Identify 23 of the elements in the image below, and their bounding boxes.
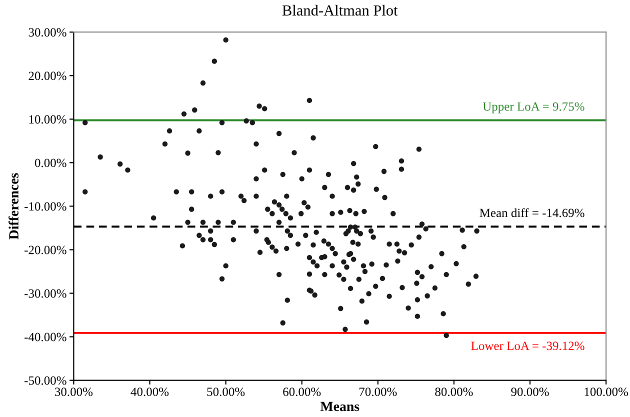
- y-tick-label: -10.00%: [24, 202, 66, 211]
- x-tick-label: 100.00%: [584, 388, 628, 396]
- x-tick-label: 70.00%: [359, 388, 397, 396]
- x-axis-title: Means: [320, 402, 360, 412]
- x-tick-label: 80.00%: [435, 388, 473, 396]
- x-tick-label: 40.00%: [130, 388, 169, 396]
- y-tick-label: 20.00%: [28, 72, 66, 80]
- y-axis-title: Differences: [8, 173, 18, 240]
- y-tick-label: -40.00%: [24, 332, 66, 342]
- y-tick-label: 10.00%: [29, 115, 66, 124]
- y-tick-label: -20.00%: [24, 246, 66, 254]
- x-tick-label: 30.00%: [55, 388, 93, 396]
- y-tick-label: 30.00%: [28, 28, 66, 37]
- chart-title: Bland-Altman Plot: [282, 4, 398, 16]
- y-tick-label: -50.00%: [24, 376, 66, 385]
- y-tick-label: 0.00%: [34, 158, 66, 168]
- x-tick-label: 50.00%: [207, 388, 245, 396]
- y-tick-label: -30.00%: [24, 289, 66, 298]
- x-tick-label: 90.00%: [511, 388, 549, 396]
- ref-line-label: Mean diff = -14.69%: [480, 208, 584, 218]
- ref-line-label: Lower LoA = -39.12%: [471, 342, 584, 350]
- ref-line-label: Upper LoA = 9.75%: [482, 102, 584, 114]
- x-tick-label: 60.00%: [283, 388, 321, 396]
